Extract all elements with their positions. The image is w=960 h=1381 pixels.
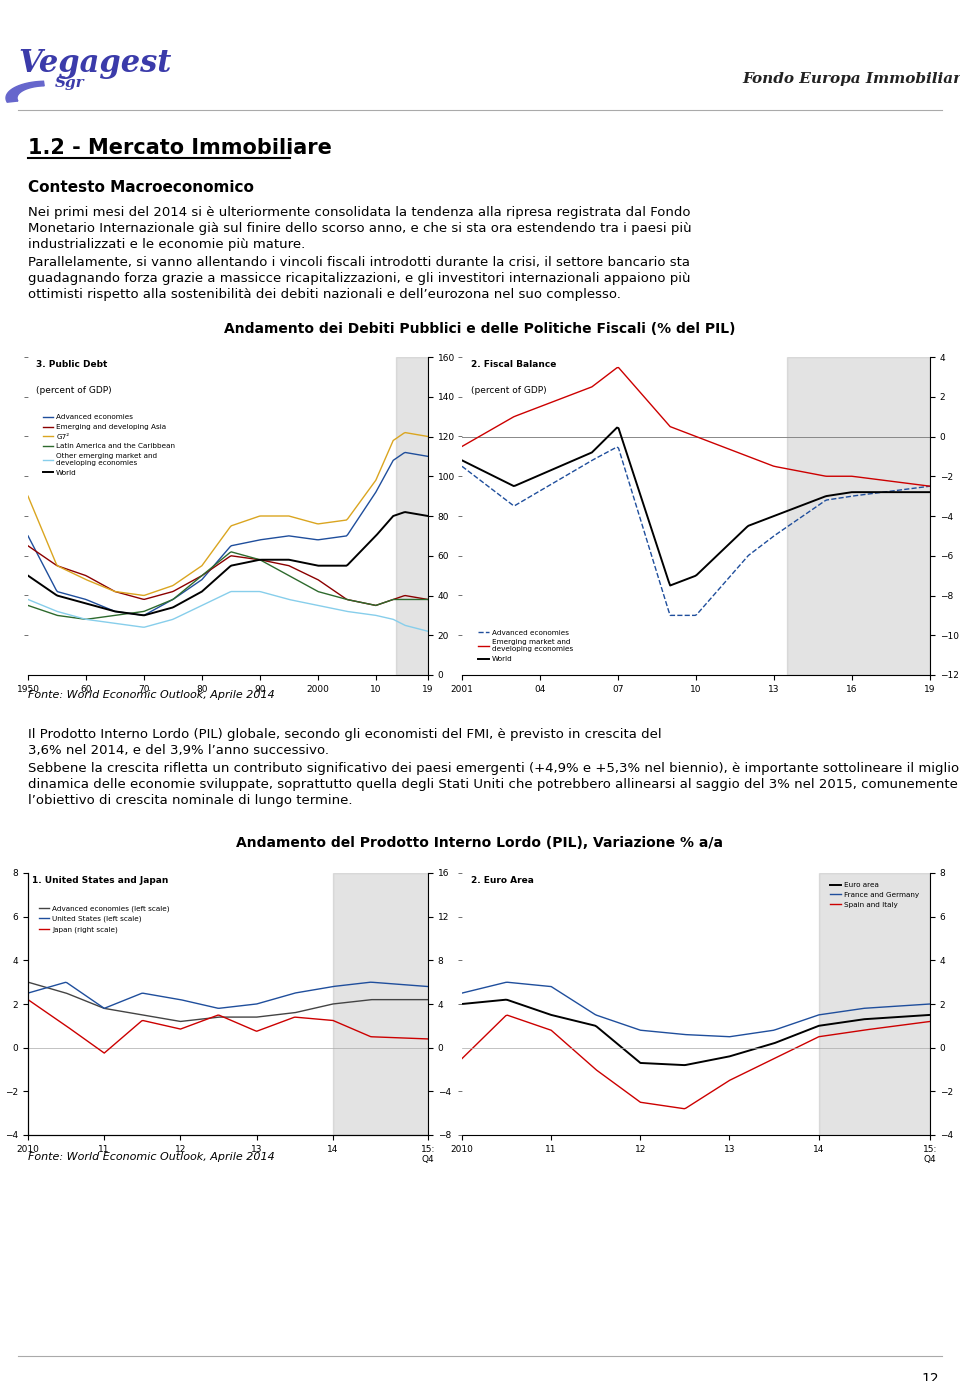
Text: –: –	[23, 591, 28, 601]
Text: –: –	[457, 352, 462, 362]
Polygon shape	[6, 81, 44, 102]
Text: Andamento dei Debiti Pubblici e delle Politiche Fiscali (% del PIL): Andamento dei Debiti Pubblici e delle Po…	[225, 322, 735, 336]
Text: –: –	[457, 392, 462, 402]
Text: Parallelamente, si vanno allentando i vincoli fiscali introdotti durante la cris: Parallelamente, si vanno allentando i vi…	[28, 255, 690, 269]
Text: guadagnando forza grazie a massicce ricapitalizzazioni, e gli investitori intern: guadagnando forza grazie a massicce rica…	[28, 272, 690, 284]
Text: Il Prodotto Interno Lordo (PIL) globale, secondo gli economisti del FMI, è previ: Il Prodotto Interno Lordo (PIL) globale,…	[28, 728, 661, 742]
Text: –: –	[457, 869, 462, 878]
Text: Fonte: World Economic Outlook, Aprile 2014: Fonte: World Economic Outlook, Aprile 20…	[28, 690, 275, 700]
Text: industrializzati e le economie più mature.: industrializzati e le economie più matur…	[28, 238, 305, 251]
Text: –: –	[457, 511, 462, 521]
Text: Andamento del Prodotto Interno Lordo (PIL), Variazione % a/a: Andamento del Prodotto Interno Lordo (PI…	[236, 836, 724, 849]
Text: 1. United States and Japan: 1. United States and Japan	[32, 876, 168, 885]
Text: –: –	[457, 471, 462, 481]
Text: –: –	[23, 511, 28, 521]
Text: l’obiettivo di crescita nominale di lungo termine.: l’obiettivo di crescita nominale di lung…	[28, 794, 352, 807]
Text: Vegagest: Vegagest	[18, 48, 172, 79]
Text: –: –	[457, 998, 462, 1010]
Text: 2. Euro Area: 2. Euro Area	[471, 876, 534, 885]
Text: Nei primi mesi del 2014 si è ulteriormente consolidata la tendenza alla ripresa : Nei primi mesi del 2014 si è ulteriormen…	[28, 206, 690, 220]
Bar	[396, 358, 428, 675]
Legend: Advanced economies, Emerging and developing Asia, G7², Latin America and the Car: Advanced economies, Emerging and develop…	[39, 412, 179, 479]
Text: –: –	[457, 551, 462, 561]
Text: Sgr: Sgr	[55, 76, 84, 90]
Text: Monetario Internazionale già sul finire dello scorso anno, e che si sta ora este: Monetario Internazionale già sul finire …	[28, 222, 691, 235]
Text: ottimisti rispetto alla sostenibilità dei debiti nazionali e dell’eurozona nel s: ottimisti rispetto alla sostenibilità de…	[28, 289, 621, 301]
Bar	[819, 873, 930, 1135]
Bar	[333, 873, 428, 1135]
Text: –: –	[23, 431, 28, 442]
Text: (percent of GDP): (percent of GDP)	[36, 385, 111, 395]
Text: –: –	[457, 591, 462, 601]
Text: dinamica delle economie sviluppate, soprattutto quella degli Stati Uniti che pot: dinamica delle economie sviluppate, sopr…	[28, 778, 960, 791]
Text: 12: 12	[922, 1371, 939, 1381]
Text: 3,6% nel 2014, e del 3,9% l’anno successivo.: 3,6% nel 2014, e del 3,9% l’anno success…	[28, 744, 329, 757]
Text: Sebbene la crescita rifletta un contributo significativo dei paesi emergenti (+4: Sebbene la crescita rifletta un contribu…	[28, 762, 960, 775]
Text: –: –	[23, 551, 28, 561]
Text: –: –	[457, 1087, 462, 1097]
Text: –: –	[23, 352, 28, 362]
Legend: Euro area, France and Germany, Spain and Italy: Euro area, France and Germany, Spain and…	[828, 880, 922, 910]
Text: Contesto Macroeconomico: Contesto Macroeconomico	[28, 180, 253, 195]
Text: –: –	[457, 630, 462, 641]
Text: –: –	[23, 471, 28, 481]
Text: –: –	[457, 1130, 462, 1139]
Legend: Advanced economies (left scale), United States (left scale), Japan (right scale): Advanced economies (left scale), United …	[36, 903, 173, 935]
Text: Fonte: World Economic Outlook, Aprile 2014: Fonte: World Economic Outlook, Aprile 20…	[28, 1152, 275, 1161]
Text: 3. Public Debt: 3. Public Debt	[36, 360, 108, 369]
Bar	[787, 358, 930, 675]
Text: –: –	[23, 392, 28, 402]
Text: –: –	[23, 630, 28, 641]
Legend: Advanced economies, Emerging market and
developing economies, World: Advanced economies, Emerging market and …	[475, 627, 576, 666]
Text: –: –	[457, 956, 462, 965]
Text: Fondo Europa Immobiliare 1: Fondo Europa Immobiliare 1	[742, 72, 960, 86]
Text: (percent of GDP): (percent of GDP)	[471, 385, 547, 395]
Text: –: –	[457, 911, 462, 921]
Text: 2. Fiscal Balance: 2. Fiscal Balance	[471, 360, 557, 369]
Text: –: –	[457, 431, 462, 442]
Text: 1.2 - Mercato Immobiliare: 1.2 - Mercato Immobiliare	[28, 138, 332, 157]
